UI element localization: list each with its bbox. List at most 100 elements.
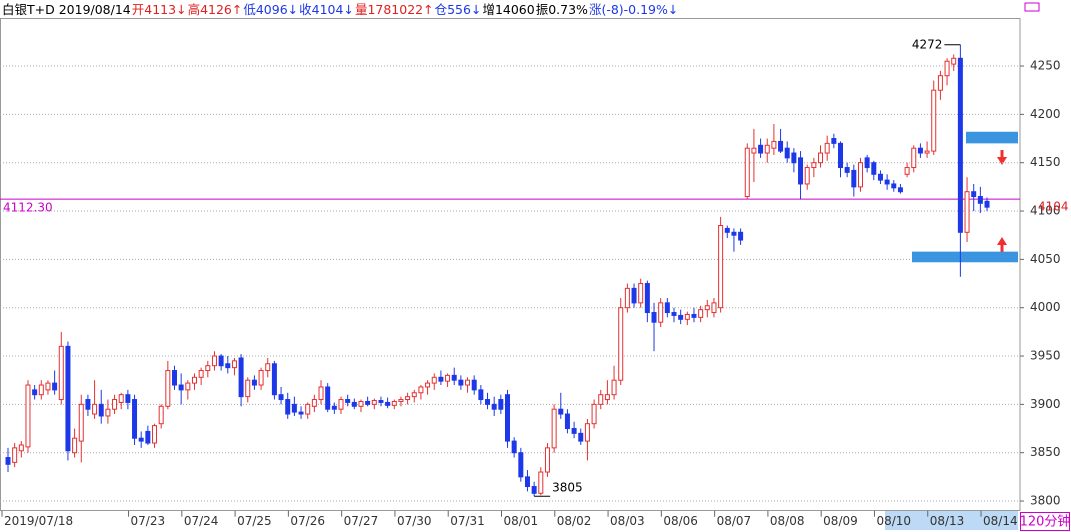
candle-body bbox=[578, 432, 584, 442]
candle-body bbox=[558, 408, 564, 415]
candle-body bbox=[311, 399, 317, 407]
candle-body bbox=[851, 169, 857, 188]
candle-body bbox=[365, 400, 371, 405]
candle-body bbox=[258, 370, 264, 386]
quote-item: 收4104↓ bbox=[299, 2, 354, 17]
candle-body bbox=[238, 357, 244, 398]
candle-body bbox=[857, 162, 863, 188]
candle-body bbox=[371, 400, 377, 405]
y-tick-label: 3900 bbox=[1030, 397, 1061, 411]
candle-body bbox=[165, 370, 171, 407]
candle-body bbox=[818, 152, 824, 164]
candle-body bbox=[211, 355, 217, 367]
x-tick-label: 08/02 bbox=[557, 514, 592, 528]
candle-body bbox=[618, 307, 624, 381]
y-tick-label: 4250 bbox=[1030, 59, 1061, 73]
candle-body bbox=[125, 394, 131, 403]
candle-body bbox=[957, 57, 963, 233]
candle-body bbox=[331, 405, 337, 410]
price-zone bbox=[966, 131, 1018, 144]
candle-body bbox=[944, 60, 950, 77]
candle-body bbox=[638, 283, 644, 304]
candle-body bbox=[218, 355, 224, 367]
candle-body bbox=[65, 345, 71, 452]
reference-label: 4112.30 bbox=[3, 201, 53, 215]
candle-body bbox=[531, 486, 537, 494]
candle-body bbox=[684, 313, 690, 320]
candle-body bbox=[25, 384, 31, 448]
candle-body bbox=[904, 167, 910, 175]
candle-body bbox=[664, 302, 670, 314]
candle-body bbox=[804, 167, 810, 185]
candle-body bbox=[45, 382, 51, 391]
candle-body bbox=[897, 187, 903, 193]
candle-body bbox=[604, 394, 610, 401]
candle-body bbox=[178, 384, 184, 391]
quote-header: 白银T+D 2019/08/14开4113↓高4126↑低4096↓收4104↓… bbox=[2, 2, 679, 18]
candle-body bbox=[358, 400, 364, 407]
candle-body bbox=[351, 401, 357, 407]
x-tick-label: 07/25 bbox=[237, 514, 272, 528]
candle-body bbox=[471, 379, 477, 391]
candle-body bbox=[458, 379, 464, 386]
candle-body bbox=[564, 413, 570, 430]
candle-body bbox=[524, 476, 530, 488]
candle-body bbox=[198, 370, 204, 378]
candle-body bbox=[911, 147, 917, 169]
candle-body bbox=[758, 144, 764, 154]
x-tick-label: 08/01 bbox=[504, 514, 539, 528]
candle-body bbox=[72, 437, 78, 454]
y-tick-label: 3850 bbox=[1030, 445, 1061, 459]
x-tick-label: 08/13 bbox=[930, 514, 965, 528]
candle-body bbox=[345, 399, 351, 403]
candle-body bbox=[85, 399, 91, 410]
x-tick-label: 07/26 bbox=[290, 514, 325, 528]
candle-body bbox=[917, 147, 923, 154]
candle-body bbox=[624, 287, 630, 309]
candle-body bbox=[884, 179, 890, 185]
candle-body bbox=[791, 152, 797, 164]
candle-body bbox=[731, 231, 737, 236]
quote-item: 开4113↓ bbox=[131, 2, 187, 17]
candle-body bbox=[671, 312, 677, 316]
candle-body bbox=[172, 370, 177, 386]
candle-body bbox=[724, 227, 730, 233]
candle-body bbox=[511, 440, 517, 454]
candle-body bbox=[491, 403, 497, 410]
candle-body bbox=[844, 167, 850, 173]
candle-body bbox=[824, 142, 830, 154]
candle-body bbox=[644, 283, 650, 314]
candle-body bbox=[984, 200, 990, 208]
candle-body bbox=[112, 399, 118, 410]
period-label: 120分钟 bbox=[1020, 514, 1071, 530]
candle-body bbox=[738, 231, 744, 241]
y-tick-label: 4200 bbox=[1030, 107, 1061, 121]
period-box bbox=[1020, 512, 1070, 531]
candle-body bbox=[251, 379, 257, 386]
x-tick-label: 2019/07/18 bbox=[4, 514, 73, 528]
candle-body bbox=[831, 138, 837, 144]
candle-body bbox=[132, 399, 138, 439]
candle-body bbox=[877, 173, 883, 181]
candle-body bbox=[291, 403, 297, 413]
high-label: 4272 bbox=[912, 37, 943, 51]
y-tick-label: 3800 bbox=[1030, 494, 1061, 508]
candle-body bbox=[964, 191, 970, 233]
candle-body bbox=[18, 444, 24, 452]
candle-body bbox=[891, 183, 897, 189]
quote-item: 仓556↓ bbox=[434, 2, 482, 17]
candle-body bbox=[505, 394, 510, 442]
candle-body bbox=[231, 360, 237, 369]
candle-body bbox=[338, 399, 344, 410]
candle-body bbox=[405, 396, 411, 401]
candle-body bbox=[864, 157, 870, 169]
candle-body bbox=[105, 408, 111, 417]
candle-body bbox=[5, 457, 11, 465]
x-tick-label: 08/09 bbox=[823, 514, 858, 528]
candle-body bbox=[385, 401, 391, 406]
x-tick-label: 08/14 bbox=[983, 514, 1018, 528]
candle-body bbox=[544, 447, 550, 473]
candle-body bbox=[411, 392, 417, 398]
x-tick-label: 07/31 bbox=[450, 514, 485, 528]
